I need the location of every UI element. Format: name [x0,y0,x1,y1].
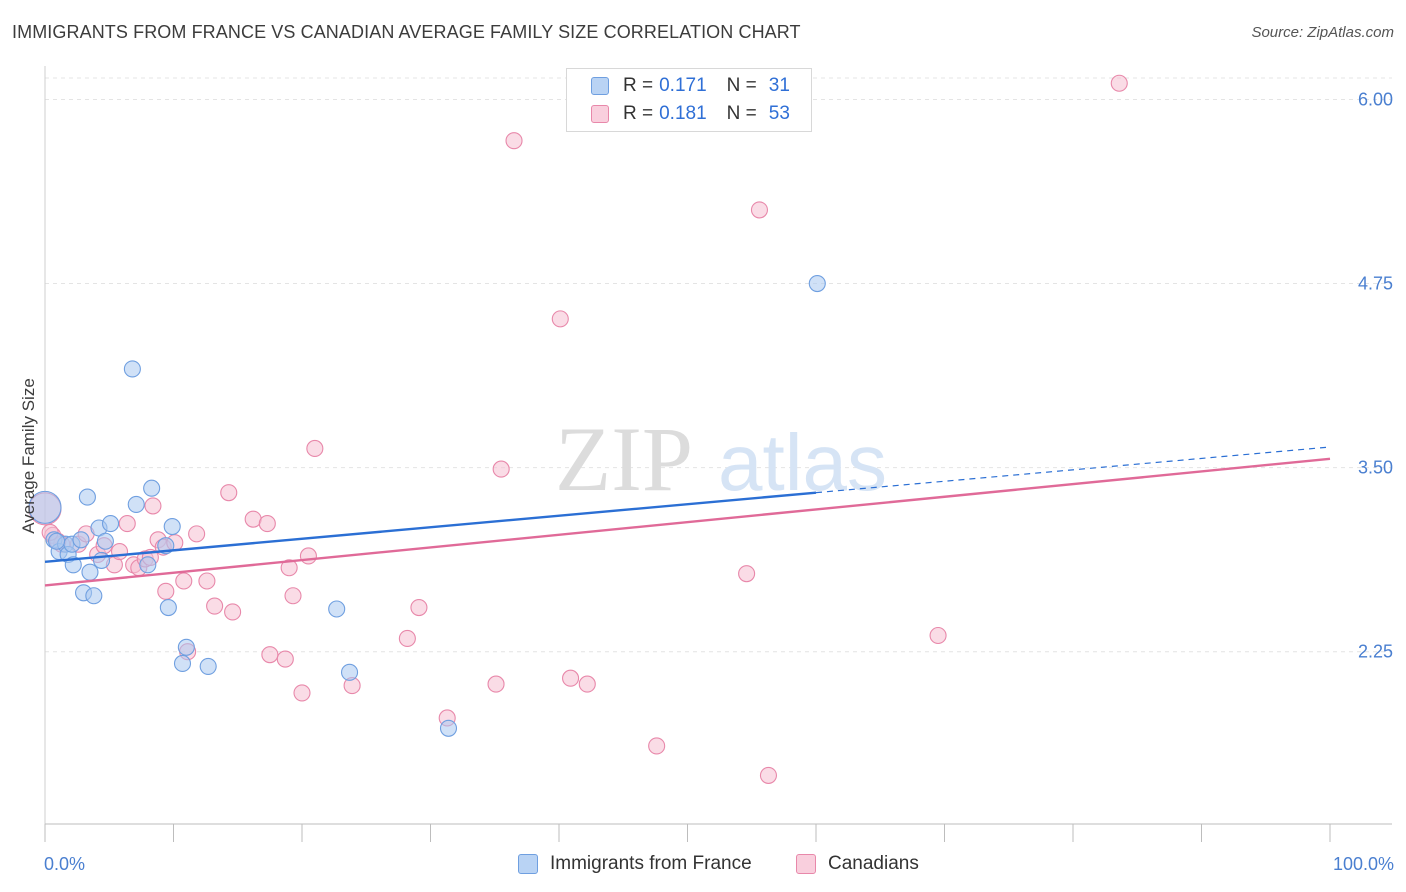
canadians-point [276,650,294,668]
canadians-point [648,737,666,755]
legend-r-label: R = [623,103,654,124]
bottom-legend-canadians: Canadians [796,852,919,876]
canadians-point [144,497,162,515]
canadians-point [175,572,193,590]
france-point [139,556,157,574]
source-label: Source: ZipAtlas.com [1251,24,1394,41]
watermark-zip: ZIP [555,408,693,510]
legend-r-value: 0.171 [659,75,707,96]
france-point [808,274,826,293]
legend-swatch-blue [591,77,609,95]
france-point [28,490,62,524]
y-tick-label: 6.00 [1358,89,1393,109]
canadians-point [306,439,324,458]
canadians-point [562,669,580,687]
france-point [439,719,458,737]
france-point [199,657,217,675]
legend-n-value: 31 [768,75,790,96]
france-point [328,600,346,618]
canadians-point [258,515,276,533]
france-point [340,663,359,681]
canadians-point [492,460,510,478]
bottom-legend-label-canadians: Canadians [828,853,919,874]
canadians-point [1110,74,1128,92]
canadians-point [284,587,302,605]
canadians-point [188,525,206,543]
bottom-legend-swatch-blue [518,854,538,874]
canadians-point [505,132,523,150]
canadians-point [929,626,947,645]
france-point [72,531,90,549]
canadians-point [299,547,317,565]
canadians-point [224,603,242,621]
canadians-point [410,598,428,617]
legend-n-value: 53 [768,103,790,124]
canadians-point [750,201,769,219]
trend-lines [44,446,1331,587]
canadians-point [738,565,756,583]
france-trend-line [44,491,817,564]
canadians-point [398,629,416,647]
legend-r-value: 0.181 [659,103,707,124]
france-point [96,532,114,550]
france-point [101,515,120,533]
canadians-point [206,597,224,615]
bottom-legend-swatch-pink [796,854,816,874]
france-point [159,598,177,617]
france-point [127,495,145,513]
legend-r-label: R = [623,75,654,96]
legend-row-canadians: R = 0.181 N = 53 [591,101,790,127]
france-point [123,360,141,378]
canadians-point [118,515,136,533]
legend-swatch-pink [591,105,609,123]
canadians-point [157,582,175,600]
canadians-point [293,684,311,702]
legend-n-label: N = [726,75,757,96]
france-point [92,551,111,569]
bottom-legend-france: Immigrants from France [518,852,752,876]
france-point [143,479,161,497]
x-tick-label-max: 100.0% [1332,854,1394,874]
france-point [48,532,66,550]
france-point [173,654,192,673]
canadians-trend-line [44,457,1331,587]
canadians-point [578,675,596,693]
y-tick-label: 3.50 [1358,458,1393,478]
legend-row-france: R = 0.171 N = 31 [591,73,790,99]
canadians-point [110,543,129,561]
y-axis-label: Average Family Size [19,378,38,534]
canadians-point [220,484,238,502]
france-point [163,517,181,536]
canadians-point [198,572,216,590]
watermark: ZIP atlas [555,408,887,510]
y-tick-label: 2.25 [1358,642,1393,662]
france-point [177,638,195,656]
canadians-point [551,310,569,328]
y-tick-labels: 2.25 3.50 4.75 6.00 [1358,89,1393,661]
france-point [85,587,103,605]
canadians-point [759,766,778,784]
canadians-point [487,675,505,693]
france-point [78,488,96,506]
bottom-legend-label-france: Immigrants from France [550,853,752,874]
france-trend-extension [815,446,1331,494]
axis-layer [44,66,1392,842]
france-point [81,563,99,581]
canadians-point [261,646,279,664]
canadians-point [244,510,262,528]
correlation-legend: R = 0.171 N = 31 R = 0.181 N = 53 [566,68,812,132]
canadians-point [280,559,298,577]
chart-title: IMMIGRANTS FROM FRANCE VS CANADIAN AVERA… [12,22,801,42]
x-tick-label-min: 0.0% [44,854,86,874]
y-tick-label: 4.75 [1358,274,1393,294]
france-points [28,274,826,737]
legend-n-label: N = [726,103,757,124]
watermark-atlas: atlas [718,418,887,507]
